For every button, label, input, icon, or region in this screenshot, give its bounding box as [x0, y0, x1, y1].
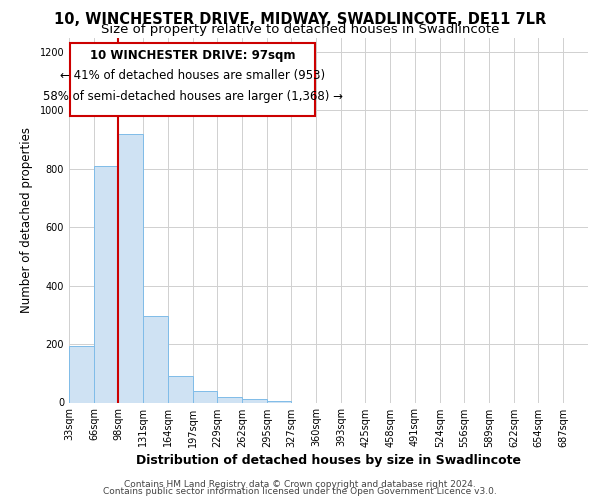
Text: ← 41% of detached houses are smaller (953): ← 41% of detached houses are smaller (95… [60, 70, 325, 82]
Bar [242, 399, 267, 402]
Text: 10, WINCHESTER DRIVE, MIDWAY, SWADLINCOTE, DE11 7LR: 10, WINCHESTER DRIVE, MIDWAY, SWADLINCOT… [54, 12, 546, 28]
Bar [143, 316, 168, 402]
X-axis label: Distribution of detached houses by size in Swadlincote: Distribution of detached houses by size … [136, 454, 521, 466]
Bar [94, 166, 118, 402]
Bar [118, 134, 143, 402]
Text: 58% of semi-detached houses are larger (1,368) →: 58% of semi-detached houses are larger (… [43, 90, 343, 104]
Text: Contains HM Land Registry data © Crown copyright and database right 2024.: Contains HM Land Registry data © Crown c… [124, 480, 476, 489]
Y-axis label: Number of detached properties: Number of detached properties [20, 127, 32, 313]
Bar [267, 401, 291, 402]
Bar [193, 392, 217, 402]
Bar [69, 346, 94, 403]
Bar [217, 397, 242, 402]
Bar [70, 44, 315, 117]
Text: 10 WINCHESTER DRIVE: 97sqm: 10 WINCHESTER DRIVE: 97sqm [90, 48, 295, 62]
Text: Size of property relative to detached houses in Swadlincote: Size of property relative to detached ho… [101, 22, 499, 36]
Text: Contains public sector information licensed under the Open Government Licence v3: Contains public sector information licen… [103, 487, 497, 496]
Bar [168, 376, 193, 402]
